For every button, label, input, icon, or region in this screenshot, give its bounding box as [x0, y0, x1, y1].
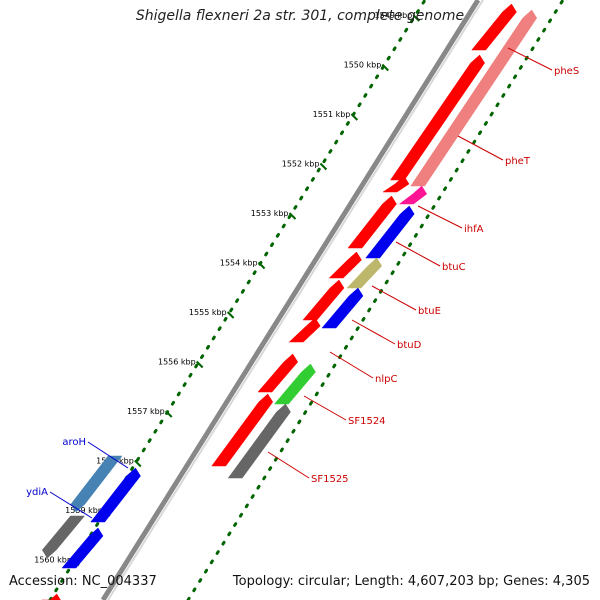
gene-arrow-blue — [321, 287, 364, 329]
gene-arrow-blue — [90, 467, 141, 523]
callout-line-ydia — [49, 491, 93, 519]
callout-line-sf1525 — [267, 451, 310, 479]
gene-arrow-gray — [41, 515, 86, 559]
callout-line-nlpc — [329, 351, 374, 379]
tick-mark — [381, 63, 390, 72]
callout-line-phes — [507, 47, 553, 71]
tick-label: 1550 kbp — [344, 61, 382, 70]
tick-mark — [350, 113, 359, 121]
gene-label-sf1524[interactable]: SF1524 — [348, 416, 386, 427]
gene-arrow-red — [288, 317, 321, 343]
gene-label-ydia[interactable]: ydiA — [26, 487, 48, 498]
gene-label-btue[interactable]: btuE — [418, 306, 441, 317]
gene-arrow-blue — [61, 527, 104, 569]
gene-arrow-red — [471, 3, 517, 51]
gene-arrow-red — [390, 54, 485, 181]
tick-mark — [288, 212, 297, 220]
genome-summary: Topology: circular; Length: 4,607,203 bp… — [232, 574, 590, 589]
gene-arrow-green — [273, 363, 316, 405]
tick-label: 1552 kbp — [282, 160, 320, 169]
tick-mark — [226, 311, 235, 319]
gene-callouts: pheS pheT ihfA btuC btuE btuD nlpC SF1524 SF1525… — [26, 47, 579, 519]
tick-mark — [319, 162, 328, 171]
tick-label: 1549 kbp — [375, 11, 413, 20]
gene-label-aroh[interactable]: aroH — [62, 437, 86, 448]
dotted-line-outer — [186, 0, 565, 600]
dotted-guide-lines — [48, 0, 565, 600]
gene-arrow-pink — [410, 9, 538, 187]
dotted-line-inner — [48, 0, 427, 600]
tick-mark — [195, 360, 204, 369]
backbone-line — [100, 0, 481, 600]
tick-label: 1554 kbp — [220, 259, 258, 268]
gene-arrow-red — [42, 593, 61, 600]
callout-line-btuc — [395, 241, 441, 267]
gene-label-phes[interactable]: pheS — [554, 66, 579, 77]
tick-label: 1551 kbp — [313, 110, 351, 119]
gene-arrow-red — [347, 195, 397, 249]
callout-line-sf1524 — [303, 395, 347, 421]
backbone-highlight — [107, 0, 484, 600]
callout-line-phet — [457, 135, 504, 161]
gene-arrow-magenta — [398, 185, 428, 205]
gene-label-ihfa[interactable]: ihfA — [464, 224, 484, 235]
gene-arrow-red — [257, 353, 299, 393]
gene-arrow-red — [302, 279, 345, 321]
tick-mark — [412, 14, 420, 22]
accession-label: Accession: NC_004337 — [9, 574, 157, 589]
callout-line-btud — [351, 319, 396, 345]
callout-line-aroh — [87, 441, 129, 469]
callout-line-ihfa — [417, 205, 463, 229]
gene-arrow-steelblue — [70, 455, 123, 513]
map-title: Shigella flexneri 2a str. 301, complete … — [135, 8, 465, 24]
sequence-backbone — [100, 0, 484, 600]
tick-mark — [134, 459, 142, 468]
gene-arrow-red — [382, 175, 410, 193]
gene-label-phet[interactable]: pheT — [505, 156, 531, 167]
gene-label-btud[interactable]: btuD — [397, 340, 422, 351]
gene-arrow-red — [328, 251, 362, 279]
tick-label: 1553 kbp — [251, 209, 289, 218]
tick-label: 1556 kbp — [158, 358, 196, 367]
gene-label-sf1525[interactable]: SF1525 — [311, 474, 349, 485]
gene-arrow-red — [211, 393, 274, 467]
tick-mark — [257, 261, 266, 270]
gene-arrow-gray — [227, 403, 291, 479]
callout-line-btue — [371, 285, 417, 311]
feature-arrows — [41, 3, 538, 600]
tick-label: 1555 kbp — [189, 308, 227, 317]
tick-label: 1560 kbp — [34, 556, 72, 565]
gene-arrow-blue — [365, 205, 415, 259]
gene-arrow-olive — [346, 257, 383, 289]
tick-mark — [165, 410, 173, 418]
gene-label-nlpc[interactable]: nlpC — [375, 374, 397, 385]
gene-label-btuc[interactable]: btuC — [442, 262, 466, 273]
tick-label: 1559 kbp — [65, 506, 103, 515]
tick-label: 1557 kbp — [127, 407, 165, 416]
